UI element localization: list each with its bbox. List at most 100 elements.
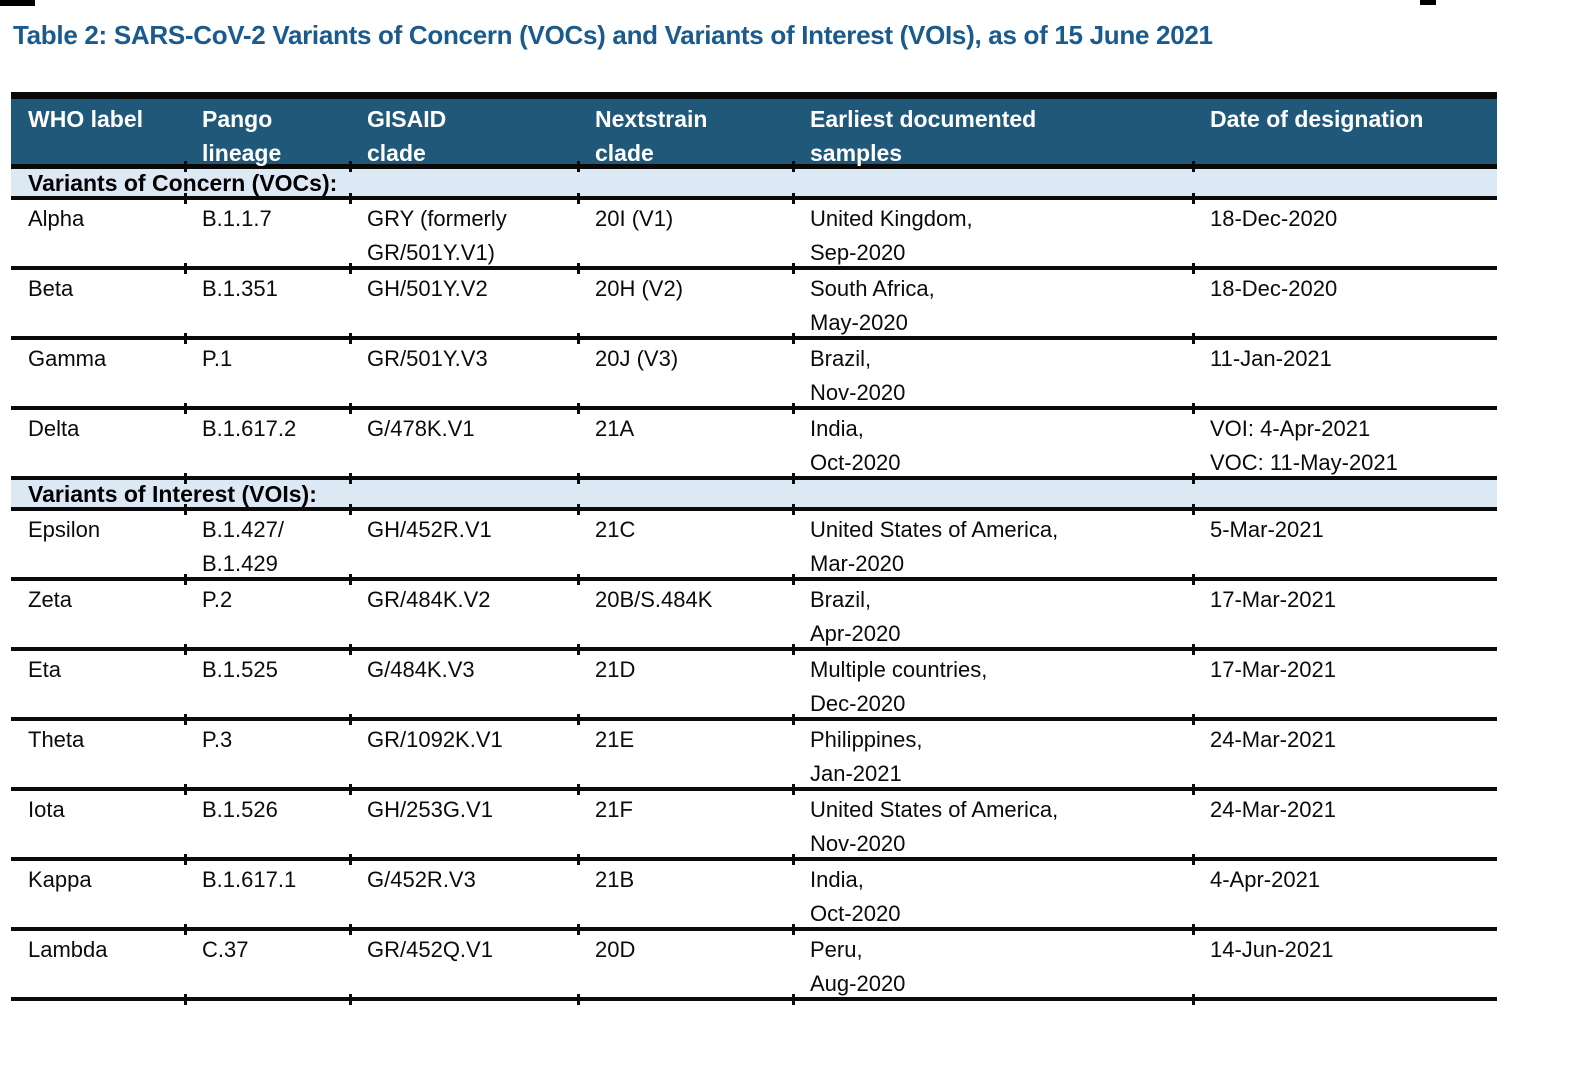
cell-designation-date: 5-Mar-2021 [1210, 517, 1324, 542]
column-divider-tick [577, 403, 580, 414]
column-divider-tick [349, 263, 352, 274]
column-divider-tick [184, 784, 187, 795]
column-divider-tick [1192, 854, 1195, 865]
column-divider-tick [577, 161, 580, 172]
cell-earliest-samples: India, Oct-2020 [810, 416, 901, 475]
cell-designation-date: 4-Apr-2021 [1210, 867, 1321, 892]
cell-earliest-samples: Philippines, Jan-2021 [810, 727, 923, 786]
column-divider-tick [349, 403, 352, 414]
cell-nextstrain-clade: 21A [595, 416, 635, 441]
cell-pango-lineage: B.1.617.2 [202, 416, 297, 441]
cell-gisaid-clade: GH/501Y.V2 [367, 276, 488, 301]
column-divider-tick [184, 161, 187, 172]
column-divider-tick [577, 784, 580, 795]
cell-designation-date: 24-Mar-2021 [1210, 797, 1336, 822]
column-divider-tick [792, 263, 795, 274]
cell-earliest-samples: United Kingdom, Sep-2020 [810, 206, 973, 265]
cell-gisaid-clade: G/484K.V3 [367, 657, 475, 682]
column-divider-tick [792, 193, 795, 204]
cell-who-label: Beta [28, 276, 74, 301]
table-body: Variants of Concern (VOCs): Alpha B.1.1.7 G… [11, 169, 1497, 1005]
column-divider-tick [349, 784, 352, 795]
column-divider-tick [184, 574, 187, 585]
cell-gisaid-clade: G/478K.V1 [367, 416, 475, 441]
cell-who-label: Eta [28, 657, 62, 682]
column-divider-tick [577, 263, 580, 274]
cell-pango-lineage: B.1.526 [202, 797, 278, 822]
column-divider-tick [184, 333, 187, 344]
column-divider-tick [1192, 473, 1195, 484]
cell-who-label: Zeta [28, 587, 73, 612]
cell-designation-date: 24-Mar-2021 [1210, 727, 1336, 752]
cell-gisaid-clade: GR/1092K.V1 [367, 727, 503, 752]
cell-nextstrain-clade: 20H (V2) [595, 276, 684, 301]
column-divider-tick [349, 994, 352, 1005]
cell-gisaid-clade: GR/484K.V2 [367, 587, 491, 612]
crop-artifact-top-left [0, 0, 35, 6]
crop-artifact-top-right [1420, 0, 1436, 5]
cell-who-label: Lambda [28, 937, 108, 962]
cell-nextstrain-clade: 20I (V1) [595, 206, 674, 231]
column-divider-tick [792, 574, 795, 585]
column-divider-tick [1192, 784, 1195, 795]
column-divider-tick [184, 473, 187, 484]
table-row: Beta B.1.351 GH/501Y.V2 20H (V2) South Afric… [11, 270, 1497, 344]
section-label: Variants of Interest (VOIs): [28, 481, 317, 507]
cell-who-label: Theta [28, 727, 85, 752]
column-divider-tick [1192, 924, 1195, 935]
column-divider-tick [1192, 193, 1195, 204]
column-divider-tick [792, 714, 795, 725]
column-header-earliest-samples: Earliest documented samples [810, 106, 1037, 166]
section-row: Variants of Interest (VOIs): [11, 480, 1497, 515]
column-divider-tick [184, 403, 187, 414]
column-divider-tick [792, 333, 795, 344]
column-header-nextstrain-clade: Nextstrain clade [595, 106, 708, 166]
column-divider-tick [1192, 161, 1195, 172]
cell-nextstrain-clade: 21C [595, 517, 636, 542]
cell-pango-lineage: P.3 [202, 727, 233, 752]
column-divider-tick [792, 403, 795, 414]
column-header-designation-date: Date of designation [1210, 106, 1424, 132]
column-divider-tick [792, 994, 795, 1005]
column-divider-tick [577, 333, 580, 344]
cell-nextstrain-clade: 21F [595, 797, 633, 822]
table-row: Kappa B.1.617.1 G/452R.V3 21B India, Oct-202… [11, 861, 1497, 935]
table-row: Alpha B.1.1.7 GRY (formerly GR/501Y.V1) 20I… [11, 200, 1497, 274]
cell-pango-lineage: B.1.617.1 [202, 867, 297, 892]
column-divider-tick [577, 714, 580, 725]
table-row: Gamma P.1 GR/501Y.V3 20J (V3) Brazil, Nov-20… [11, 340, 1497, 414]
cell-designation-date: 17-Mar-2021 [1210, 587, 1336, 612]
cell-pango-lineage: B.1.351 [202, 276, 278, 301]
column-divider-tick [792, 473, 795, 484]
column-divider-tick [349, 854, 352, 865]
column-divider-tick [577, 854, 580, 865]
cell-gisaid-clade: GH/253G.V1 [367, 797, 493, 822]
column-divider-tick [184, 924, 187, 935]
cell-earliest-samples: South Africa, May-2020 [810, 276, 935, 335]
section-row: Variants of Concern (VOCs): [11, 169, 1497, 204]
table-row: Epsilon B.1.427/ B.1.429 GH/452R.V1 21C Unit… [11, 511, 1497, 585]
cell-designation-date: 17-Mar-2021 [1210, 657, 1336, 682]
column-divider-tick [349, 473, 352, 484]
table-row: Lambda C.37 GR/452Q.V1 20D Peru, Aug-2020 14-… [11, 931, 1497, 1005]
column-header-pango-lineage: Pango lineage [202, 106, 282, 166]
cell-nextstrain-clade: 21E [595, 727, 635, 752]
table-header-row: WHO label Pango lineage GISAID clade Nex… [11, 99, 1497, 172]
column-divider-tick [184, 504, 187, 515]
column-divider-tick [184, 994, 187, 1005]
cell-earliest-samples: United States of America, Nov-2020 [810, 797, 1059, 856]
cell-pango-lineage: C.37 [202, 937, 249, 962]
table-row: Theta P.3 GR/1092K.V1 21E Philippines, Jan-2… [11, 721, 1497, 795]
cell-pango-lineage: B.1.1.7 [202, 206, 272, 231]
cell-earliest-samples: Brazil, Apr-2020 [810, 587, 901, 646]
cell-nextstrain-clade: 21B [595, 867, 635, 892]
column-divider-tick [349, 333, 352, 344]
variants-table: WHO label Pango lineage GISAID clade Nex… [11, 92, 1497, 1005]
column-header-who-label: WHO label [28, 106, 144, 132]
table-row: Eta B.1.525 G/484K.V3 21D Multiple countries… [11, 651, 1497, 725]
column-divider-tick [184, 263, 187, 274]
cell-nextstrain-clade: 20B/S.484K [595, 587, 713, 612]
column-divider-tick [1192, 994, 1195, 1005]
column-divider-tick [577, 924, 580, 935]
column-divider-tick [577, 644, 580, 655]
